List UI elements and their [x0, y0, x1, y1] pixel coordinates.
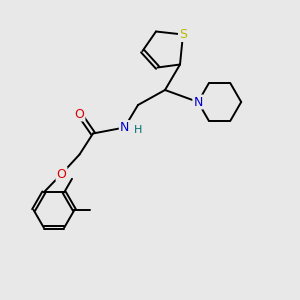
- Text: N: N: [120, 121, 129, 134]
- Text: H: H: [134, 124, 142, 135]
- Text: O: O: [57, 167, 66, 181]
- Text: N: N: [193, 95, 203, 109]
- Text: S: S: [179, 28, 187, 41]
- Text: O: O: [75, 107, 84, 121]
